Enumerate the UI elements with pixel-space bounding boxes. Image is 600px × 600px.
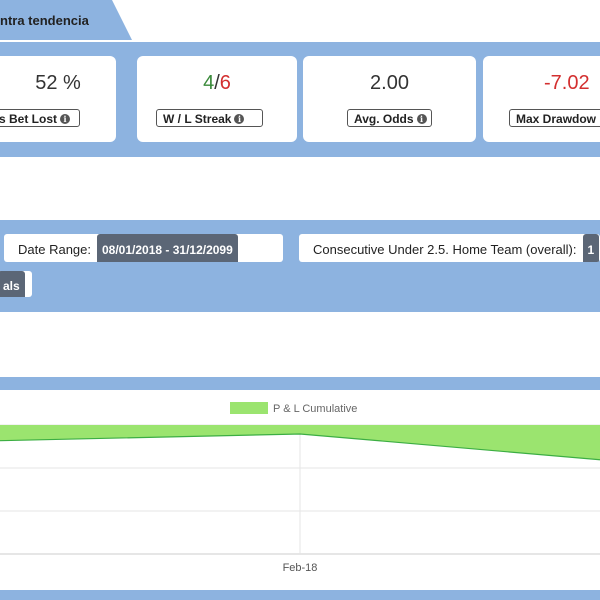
pl-area: [0, 425, 600, 460]
legend-swatch: [230, 402, 268, 414]
info-icon[interactable]: i: [416, 114, 427, 124]
strategy-tab-label: ntra tendencia: [0, 13, 89, 28]
streak-losses: 6: [219, 72, 231, 94]
drawdown-value: -7.02: [544, 72, 590, 94]
bet-lost-label[interactable]: s Bet Lost i: [0, 109, 80, 127]
stat-card-avg-odds: 2.00 Avg. Odds i: [303, 56, 476, 142]
partial-filter[interactable]: als: [0, 271, 32, 297]
avg-odds-label-text: Avg. Odds: [354, 112, 414, 126]
date-range-value: 08/01/2018 - 31/12/2099: [97, 234, 238, 262]
consecutive-under-label: Consecutive Under 2.5. Home Team (overal…: [313, 242, 577, 257]
avg-odds-value: 2.00: [370, 72, 409, 94]
info-icon[interactable]: i: [60, 114, 71, 124]
bet-lost-label-text: s Bet Lost: [0, 112, 58, 126]
streak-label[interactable]: W / L Streak i: [156, 109, 263, 127]
x-tick-label: Feb-18: [283, 562, 318, 574]
strategy-tab[interactable]: [0, 0, 132, 40]
stat-card-drawdown: -7.02 Max Drawdow: [483, 56, 600, 142]
stat-card-streak: 4/6 W / L Streak i: [137, 56, 297, 142]
streak-label-text: W / L Streak: [163, 112, 232, 126]
drawdown-label[interactable]: Max Drawdow: [509, 109, 600, 127]
drawdown-label-text: Max Drawdow: [516, 112, 597, 126]
avg-odds-label[interactable]: Avg. Odds i: [347, 109, 432, 127]
streak-wins: 4: [203, 72, 215, 94]
consecutive-under-filter[interactable]: Consecutive Under 2.5. Home Team (overal…: [299, 234, 600, 262]
info-icon[interactable]: i: [234, 114, 245, 124]
streak-separator: /: [214, 72, 220, 94]
partial-filter-value: als: [0, 271, 25, 297]
bet-lost-value: 52 %: [35, 72, 81, 94]
stat-card-bet-lost: 52 % s Bet Lost i: [0, 56, 116, 142]
legend-label: P & L Cumulative: [273, 403, 357, 415]
pl-cumulative-chart: P & L Cumulative Feb-18: [0, 402, 600, 574]
consecutive-under-value: 1: [582, 234, 600, 262]
pl-line: [0, 433, 600, 461]
chart-panel: P & L Cumulative Feb-18: [0, 390, 600, 590]
streak-value: 4/6: [137, 72, 297, 95]
date-range-label: Date Range:: [18, 242, 91, 257]
date-range-filter[interactable]: Date Range: 08/01/2018 - 31/12/2099: [4, 234, 283, 262]
